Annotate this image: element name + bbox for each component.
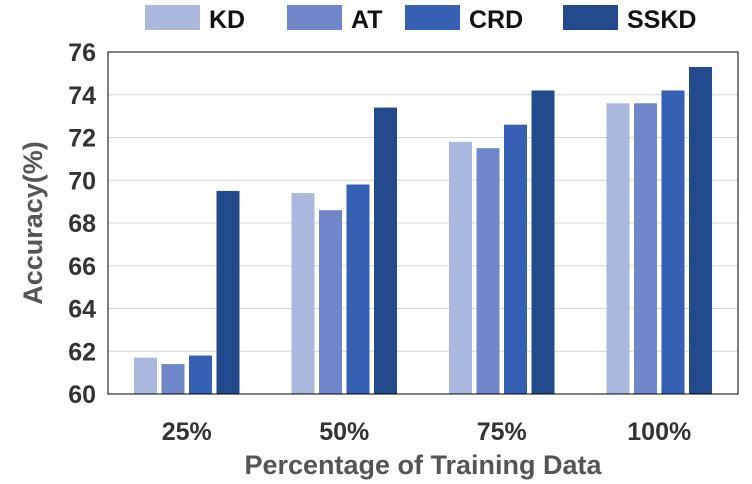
- plot-frame: [107, 51, 739, 395]
- y-tick-labels: 60 62 64 66 68 70 72 74 76: [68, 39, 96, 409]
- bar-crd-3: [661, 90, 685, 394]
- legend-label-crd: CRD: [469, 6, 523, 34]
- bar-kd-2: [449, 141, 472, 394]
- y-tick-label: 74: [68, 82, 96, 110]
- bar-sskd-2: [531, 90, 555, 394]
- legend-swatch-sskd: [563, 5, 618, 30]
- bar-crd-0: [189, 355, 212, 394]
- legend: KD AT CRD SSKD: [145, 5, 696, 34]
- bar-sskd-1: [374, 107, 397, 394]
- legend-swatch-kd: [145, 5, 200, 30]
- y-tick-label: 60: [68, 381, 96, 409]
- y-tick-label: 66: [68, 253, 96, 281]
- legend-swatch-crd: [405, 5, 460, 30]
- y-tick-label: 64: [68, 296, 96, 324]
- y-tick-label: 70: [68, 167, 96, 195]
- bar-at-3: [634, 103, 657, 395]
- bar-at-2: [476, 148, 500, 394]
- x-tick-label: 75%: [477, 418, 527, 446]
- legend-label-sskd: SSKD: [627, 6, 696, 34]
- x-tick-label: 100%: [627, 418, 691, 446]
- legend-swatch-at: [287, 5, 342, 30]
- y-tick-label: 62: [68, 338, 96, 366]
- x-tick-label: 50%: [319, 418, 369, 446]
- y-tick-label: 68: [68, 210, 96, 238]
- x-tick-labels: 25% 50% 75% 100%: [162, 418, 692, 446]
- gridlines: [108, 94, 738, 352]
- bar-at-1: [319, 210, 342, 394]
- bar-crd-2: [504, 124, 527, 395]
- bar-sskd-0: [216, 190, 240, 394]
- x-tick-label: 25%: [162, 418, 212, 446]
- bar-kd-1: [291, 193, 315, 394]
- bar-crd-1: [346, 184, 370, 394]
- y-axis-title: Accuracy(%): [18, 141, 48, 305]
- legend-label-at: AT: [351, 6, 382, 34]
- bar-kd-0: [134, 357, 157, 394]
- bar-sskd-3: [689, 66, 712, 395]
- bar-at-0: [161, 364, 185, 394]
- bar-kd-3: [606, 103, 630, 395]
- legend-label-kd: KD: [209, 6, 245, 34]
- x-axis-title: Percentage of Training Data: [244, 450, 602, 480]
- bars: [134, 66, 712, 395]
- y-tick-label: 76: [68, 39, 96, 67]
- y-tick-label: 72: [68, 125, 96, 153]
